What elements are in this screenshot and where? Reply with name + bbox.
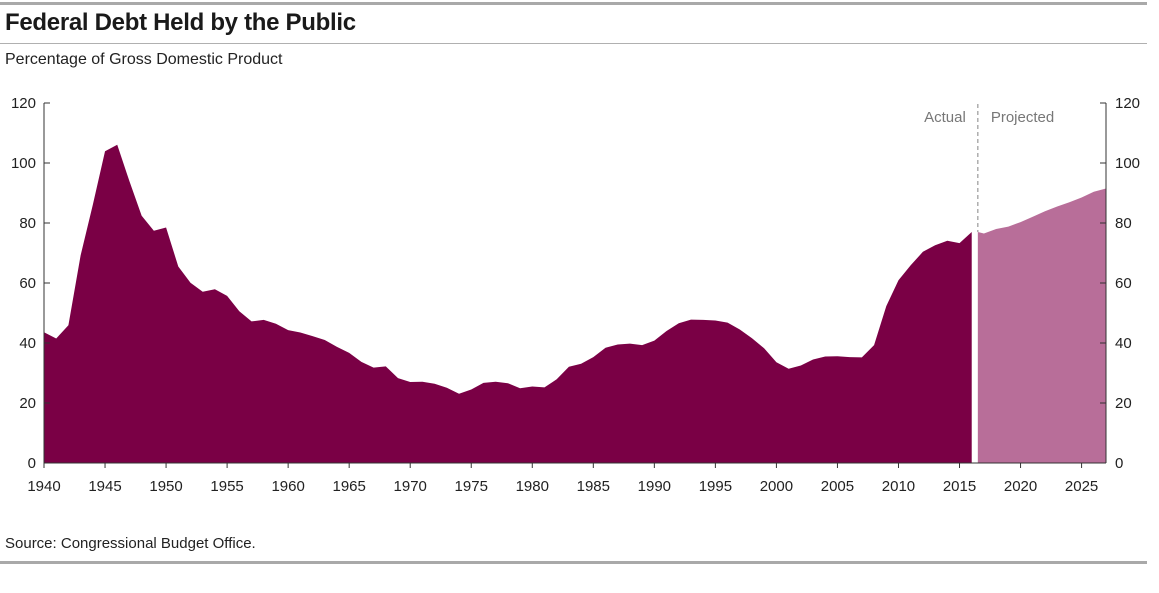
x-tick-label: 1980 [516,478,549,495]
y-tick-label-left: 20 [19,395,36,412]
projected-label: Projected [991,109,1054,126]
x-tick-label: 1990 [638,478,671,495]
x-tick-label: 1945 [88,478,121,495]
top-rule [0,2,1147,5]
actual-label: Actual [924,109,966,126]
x-tick-label: 1940 [27,478,60,495]
y-tick-label-left: 40 [19,335,36,352]
y-tick-label-right: 0 [1115,455,1123,472]
chart-title: Federal Debt Held by the Public [5,9,356,36]
y-tick-label-right: 60 [1115,275,1132,292]
y-tick-label-right: 40 [1115,335,1132,352]
x-tick-label: 1995 [699,478,732,495]
x-tick-label: 2015 [943,478,976,495]
chart-subtitle: Percentage of Gross Domestic Product [5,51,283,68]
y-tick-label-right: 100 [1115,155,1140,172]
y-tick-label-left: 120 [11,95,36,112]
y-tick-label-right: 20 [1115,395,1132,412]
x-tick-label: 1960 [271,478,304,495]
source-note: Source: Congressional Budget Office. [5,535,256,552]
x-tick-label: 1975 [455,478,488,495]
y-tick-label-left: 60 [19,275,36,292]
x-tick-label: 2000 [760,478,793,495]
y-tick-label-right: 120 [1115,95,1140,112]
series-areas [44,144,1106,463]
bottom-rule [0,561,1147,564]
x-tick-label: 1985 [577,478,610,495]
chart-annotations: Actual Projected [924,104,1054,232]
x-tick-label: 1970 [394,478,427,495]
y-tick-label-right: 80 [1115,215,1132,232]
title-rule [0,43,1147,44]
y-tick-label-left: 0 [28,455,36,472]
y-tick-label-left: 100 [11,155,36,172]
x-tick-label: 1955 [210,478,243,495]
x-tick-label: 1950 [149,478,182,495]
x-tick-label: 2020 [1004,478,1037,495]
area-projected [977,188,1106,463]
x-tick-label: 2010 [882,478,915,495]
x-tick-label: 1965 [332,478,365,495]
y-tick-label-left: 80 [19,215,36,232]
area-actual [44,144,972,463]
x-tick-label: 2005 [821,478,854,495]
x-tick-label: 2025 [1065,478,1098,495]
